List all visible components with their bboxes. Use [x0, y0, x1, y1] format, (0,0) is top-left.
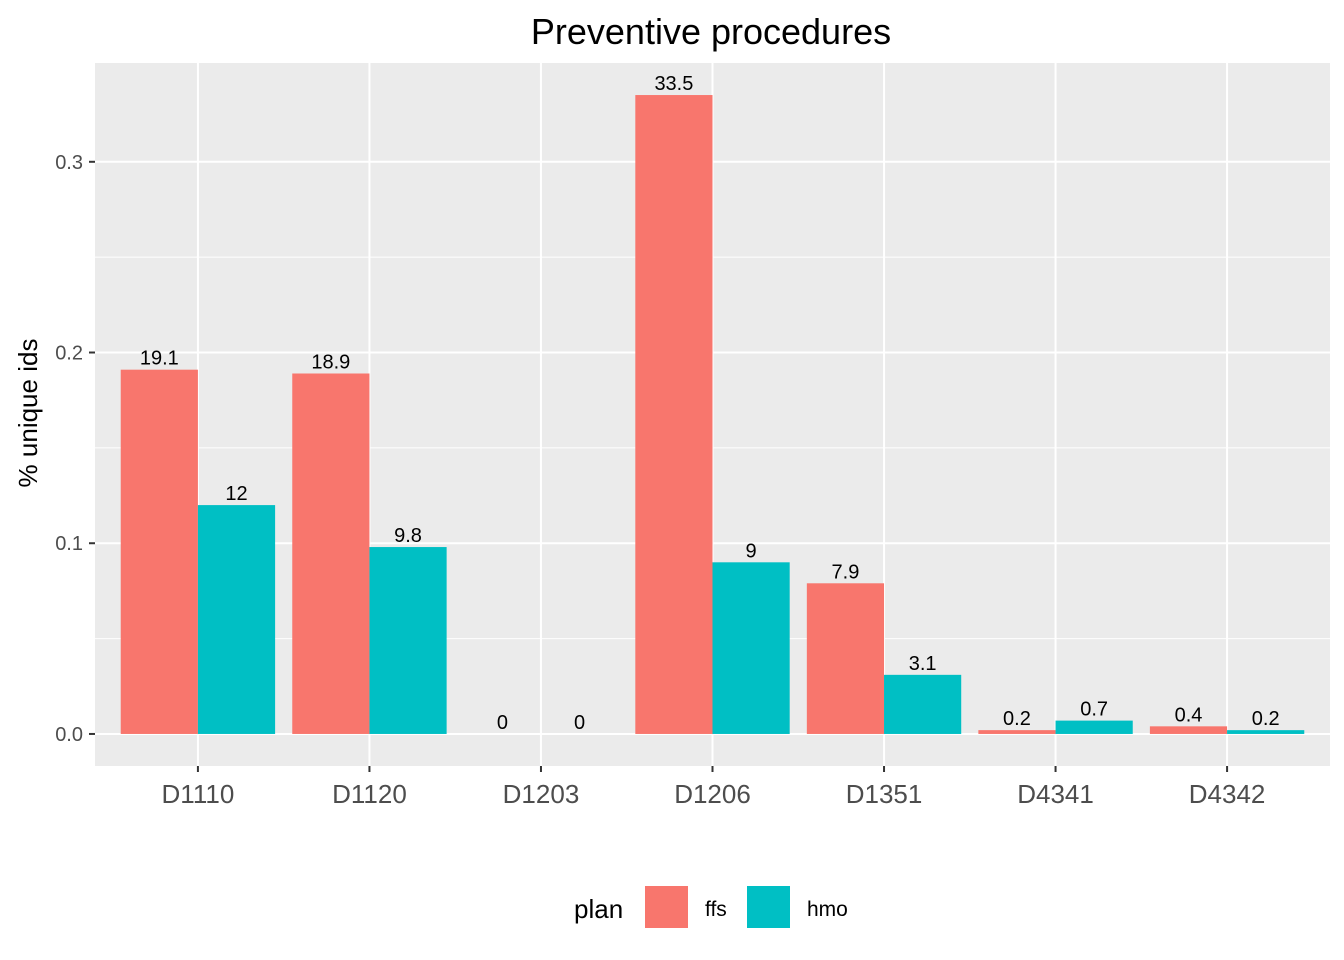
bar-ffs-d1110: [120, 369, 198, 734]
legend-key-ffs: [645, 886, 688, 928]
bar-hmo-d1206: [712, 562, 790, 734]
bar-ffs-d1120: [292, 373, 370, 734]
bar-label-hmo-d4341: 0.7: [1080, 699, 1108, 721]
bar-label-ffs-d4342: 0.4: [1175, 704, 1203, 726]
y-tick-label: 0.2: [55, 343, 83, 365]
bar-label-ffs-d1351: 7.9: [832, 561, 860, 583]
x-tick-label-d4342: D4342: [1189, 779, 1266, 809]
bar-hmo-d4341: [1055, 720, 1133, 734]
plot-area: 19.1 18.9 0 33.5 7.9 0.2 0.4 12 9.8 0 9 3.1 0.7 0.2 0.…: [55, 63, 1330, 809]
bar-label-ffs-d1120: 18.9: [311, 351, 350, 373]
legend-label-hmo: hmo: [807, 898, 848, 921]
x-tick-label-d1351: D1351: [846, 779, 923, 809]
bar-label-hmo-d1203: 0: [574, 712, 585, 734]
chart-title: Preventive procedures: [531, 11, 891, 52]
bar-label-hmo-d1120: 9.8: [394, 525, 422, 547]
bar-ffs-d4341: [978, 730, 1056, 734]
bar-label-hmo-d1206: 9: [746, 540, 757, 562]
bar-ffs-d1351: [806, 583, 885, 734]
y-axis-title: % unique ids: [13, 339, 43, 488]
bar-label-ffs-d1206: 33.5: [654, 73, 693, 95]
x-tick-label-d1206: D1206: [674, 779, 751, 809]
legend: plan ffs hmo: [574, 886, 848, 928]
x-tick-label-d1120: D1120: [332, 779, 407, 809]
x-tick-label-d4341: D4341: [1017, 779, 1094, 809]
bar-label-hmo-d4342: 0.2: [1252, 708, 1280, 730]
legend-label-ffs: ffs: [705, 898, 727, 921]
bar-hmo-d4342: [1227, 730, 1305, 734]
bar-hmo-d1351: [884, 674, 962, 734]
bar-label-ffs-d1110: 19.1: [140, 348, 179, 370]
legend-key-hmo: [747, 886, 790, 928]
bar-label-ffs-d4341: 0.2: [1003, 708, 1031, 730]
bar-ffs-d1206: [635, 95, 713, 734]
bar-hmo-d1110: [197, 505, 276, 734]
y-tick-label: 0.3: [55, 152, 83, 174]
x-tick-label-d1203: D1203: [503, 779, 580, 809]
bar-label-hmo-d1110: 12: [225, 483, 247, 505]
y-tick-label: 0.1: [55, 533, 83, 555]
legend-title: plan: [574, 894, 623, 924]
bar-label-ffs-d1203: 0: [497, 712, 508, 734]
bar-ffs-d4342: [1149, 726, 1228, 734]
bar-label-hmo-d1351: 3.1: [909, 653, 937, 675]
bar-hmo-d1120: [369, 547, 447, 734]
y-tick-label: 0.0: [55, 724, 83, 746]
x-tick-label-d1110: D1110: [162, 779, 235, 809]
